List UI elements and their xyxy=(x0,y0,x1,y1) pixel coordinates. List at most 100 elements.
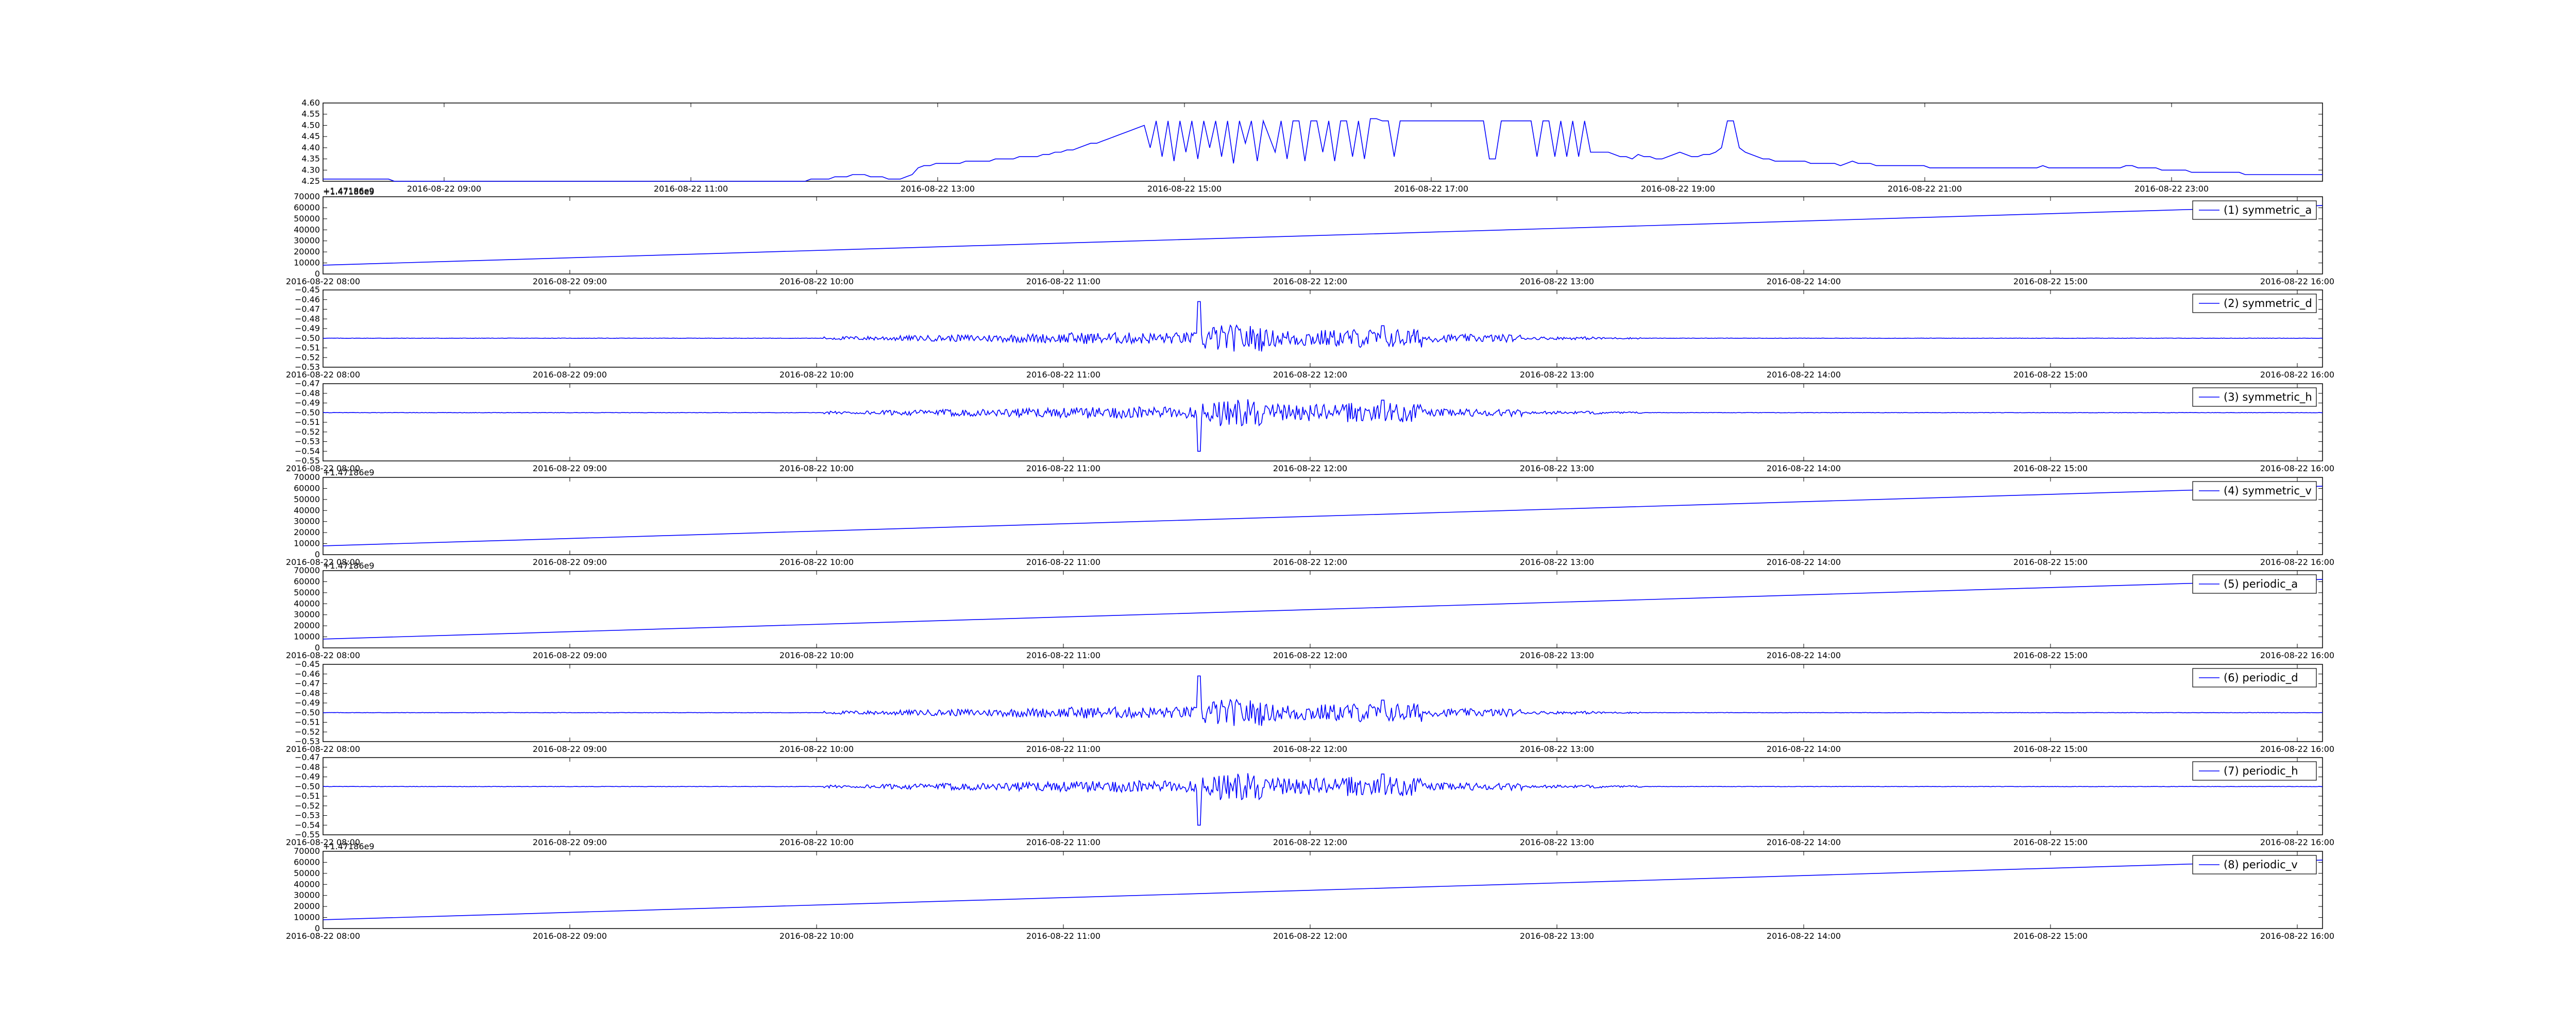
x-tick-label: 2016-08-22 14:00 xyxy=(1767,557,1841,567)
x-tick-label: 2016-08-22 08:00 xyxy=(286,277,360,286)
y-tick-label: −0.53 xyxy=(295,811,320,820)
y-tick-label: −0.51 xyxy=(295,417,320,427)
y-tick-label: 40000 xyxy=(294,505,320,515)
y-tick-label: 70000 xyxy=(294,192,320,201)
y-tick-label: 4.25 xyxy=(301,176,320,186)
x-tick-label: 2016-08-22 16:00 xyxy=(2260,650,2334,660)
y-tick-label: 4.50 xyxy=(301,120,320,130)
axes-frame xyxy=(323,196,2323,274)
x-tick-label: 2016-08-22 15:00 xyxy=(2013,557,2088,567)
x-tick-label: 2016-08-22 12:00 xyxy=(1273,650,1347,660)
x-tick-label: 2016-08-22 08:00 xyxy=(286,650,360,660)
y-tick-label: 30000 xyxy=(294,517,320,526)
y-tick-label: −0.51 xyxy=(295,343,320,353)
x-tick-label: 2016-08-22 09:00 xyxy=(533,650,607,660)
x-tick-label: 2016-08-22 11:00 xyxy=(1026,650,1100,660)
x-tick-label: 2016-08-22 14:00 xyxy=(1767,464,1841,473)
x-tick-label: 2016-08-22 13:00 xyxy=(1520,370,1594,380)
x-tick-label: 2016-08-22 10:00 xyxy=(779,557,854,567)
x-tick-label: 2016-08-22 14:00 xyxy=(1767,370,1841,380)
y-tick-label: −0.50 xyxy=(295,781,320,791)
x-tick-label: 2016-08-22 10:00 xyxy=(779,650,854,660)
y-tick-label: 40000 xyxy=(294,598,320,608)
x-tick-label: 2016-08-22 12:00 xyxy=(1273,277,1347,286)
y-tick-label: 4.30 xyxy=(301,165,320,175)
x-tick-label: 2016-08-22 09:00 xyxy=(407,184,481,194)
legend: (2) symmetric_d xyxy=(2192,294,2317,313)
x-tick-label: 2016-08-22 09:00 xyxy=(533,931,607,941)
axes-frame xyxy=(323,570,2323,648)
x-tick-label: 2016-08-22 13:00 xyxy=(1520,277,1594,286)
y-tick-label: 40000 xyxy=(294,879,320,889)
x-tick-label: 2016-08-22 16:00 xyxy=(2260,931,2334,941)
subplot-8: −0.55−0.54−0.53−0.52−0.51−0.50−0.49−0.48… xyxy=(286,752,2334,847)
y-tick-label: 30000 xyxy=(294,890,320,900)
legend-label: (6) periodic_d xyxy=(2224,672,2298,684)
x-tick-label: 2016-08-22 10:00 xyxy=(779,837,854,847)
y-tick-label: −0.55 xyxy=(295,456,320,466)
y-tick-label: −0.48 xyxy=(295,762,320,772)
y-tick-label: −0.47 xyxy=(295,304,320,314)
axes-frame xyxy=(323,102,2323,182)
y-tick-label: −0.51 xyxy=(295,791,320,801)
x-tick-label: 2016-08-22 11:00 xyxy=(1026,277,1100,286)
y-tick-label: −0.49 xyxy=(295,772,320,782)
x-tick-label: 2016-08-22 16:00 xyxy=(2260,277,2334,286)
x-tick-label: 2016-08-22 12:00 xyxy=(1273,557,1347,567)
y-tick-label: −0.53 xyxy=(295,736,320,746)
axes-frame xyxy=(323,289,2323,368)
x-tick-label: 2016-08-22 13:00 xyxy=(1520,931,1594,941)
y-tick-label: 10000 xyxy=(294,258,320,268)
y-tick-label: −0.49 xyxy=(295,698,320,708)
x-tick-label: 2016-08-22 15:00 xyxy=(2013,370,2088,380)
x-tick-label: 2016-08-22 14:00 xyxy=(1767,277,1841,286)
y-tick-label: 30000 xyxy=(294,610,320,620)
y-tick-label: 60000 xyxy=(294,576,320,586)
y-tick-label: 60000 xyxy=(294,857,320,867)
legend-label: (7) periodic_h xyxy=(2224,765,2298,778)
legend: (4) symmetric_v xyxy=(2192,481,2317,501)
x-tick-label: 2016-08-22 12:00 xyxy=(1273,931,1347,941)
legend-label: (2) symmetric_d xyxy=(2224,297,2312,310)
x-tick-label: 2016-08-22 11:00 xyxy=(1026,837,1100,847)
legend-label: (1) symmetric_a xyxy=(2224,204,2312,217)
y-tick-label: −0.45 xyxy=(295,659,320,669)
y-tick-label: −0.54 xyxy=(295,446,320,456)
y-tick-label: 20000 xyxy=(294,621,320,630)
y-tick-label: −0.50 xyxy=(295,407,320,417)
x-tick-label: 2016-08-22 16:00 xyxy=(2260,837,2334,847)
x-tick-label: 2016-08-22 16:00 xyxy=(2260,370,2334,380)
x-tick-label: 2016-08-22 13:00 xyxy=(901,184,975,194)
y-tick-label: 4.45 xyxy=(301,131,320,141)
x-tick-label: 2016-08-22 08:00 xyxy=(286,837,360,847)
subplot-3: −0.53−0.52−0.51−0.50−0.49−0.48−0.47−0.46… xyxy=(286,285,2334,380)
y-tick-label: −0.49 xyxy=(295,323,320,333)
y-tick-label: 20000 xyxy=(294,901,320,911)
y-tick-label: −0.50 xyxy=(295,708,320,717)
legend-label: (5) periodic_a xyxy=(2224,578,2298,591)
y-tick-label: 20000 xyxy=(294,527,320,537)
y-tick-label: 70000 xyxy=(294,846,320,856)
x-tick-label: 2016-08-22 21:00 xyxy=(1888,184,1962,194)
x-tick-label: 2016-08-22 11:00 xyxy=(654,184,728,194)
x-tick-label: 2016-08-22 09:00 xyxy=(533,744,607,754)
axes-frame xyxy=(323,477,2323,555)
y-tick-label: −0.55 xyxy=(295,830,320,839)
x-tick-label: 2016-08-22 14:00 xyxy=(1767,650,1841,660)
y-tick-label: −0.53 xyxy=(295,437,320,447)
x-tick-label: 2016-08-22 12:00 xyxy=(1273,744,1347,754)
x-tick-label: 2016-08-22 13:00 xyxy=(1520,557,1594,567)
x-tick-label: 2016-08-22 15:00 xyxy=(2013,650,2088,660)
y-tick-label: −0.49 xyxy=(295,398,320,408)
y-tick-label: 4.35 xyxy=(301,154,320,164)
y-tick-label: 60000 xyxy=(294,483,320,493)
series-line xyxy=(323,118,2323,182)
y-tick-label: 60000 xyxy=(294,202,320,212)
y-offset-label: +1.47186e9 xyxy=(323,842,375,851)
series-line xyxy=(323,675,2323,726)
series-line xyxy=(323,486,2323,546)
